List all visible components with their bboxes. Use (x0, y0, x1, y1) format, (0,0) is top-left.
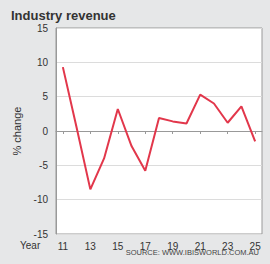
svg-text:10: 10 (37, 57, 49, 68)
svg-text:15: 15 (112, 241, 124, 252)
svg-text:-15: -15 (34, 229, 49, 240)
svg-text:19: 19 (167, 240, 179, 252)
svg-text:21: 21 (194, 240, 206, 252)
svg-text:17: 17 (139, 240, 151, 252)
svg-text:5: 5 (42, 91, 48, 102)
svg-text:13: 13 (85, 241, 97, 252)
svg-text:25: 25 (249, 240, 261, 252)
svg-text:SOURCE: WWW.IBISWORLD.COM.AU: SOURCE: WWW.IBISWORLD.COM.AU (126, 248, 259, 257)
svg-text:23: 23 (222, 240, 234, 252)
svg-text:% change: % change (11, 107, 23, 156)
svg-text:-5: -5 (39, 160, 48, 171)
svg-text:Year: Year (20, 240, 41, 251)
svg-text:0: 0 (42, 126, 48, 137)
svg-text:Industry revenue: Industry revenue (11, 8, 116, 23)
svg-text:-10: -10 (34, 194, 49, 205)
svg-text:15: 15 (37, 23, 49, 34)
svg-text:11: 11 (58, 241, 69, 252)
